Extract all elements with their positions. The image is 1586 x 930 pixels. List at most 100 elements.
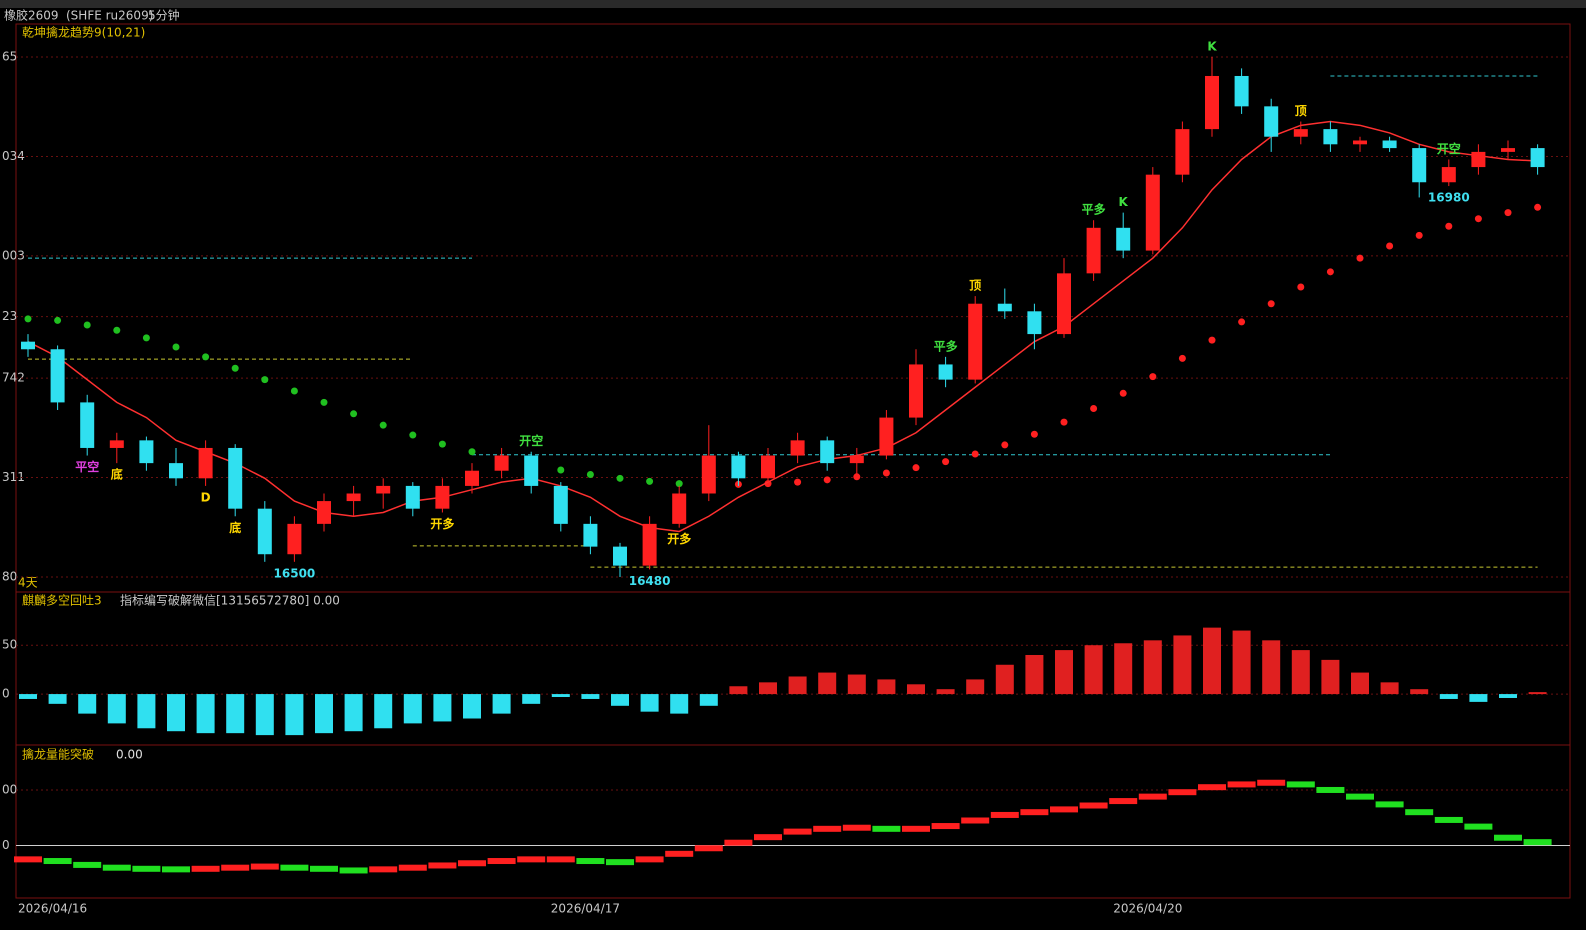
hist-bar [966,679,985,695]
trend-dot [1030,430,1038,438]
energy-block [398,864,427,871]
candle-body [317,501,331,524]
trend-dot [646,477,654,485]
hist-bar [1439,694,1458,699]
signal-label: K [1207,40,1217,54]
candle-body [524,455,539,486]
trend-dot [1474,215,1482,223]
hist-bar [344,694,363,732]
energy-block [606,859,634,866]
hist-bar [374,694,393,729]
candle-body [613,546,627,566]
candle-body [849,455,864,464]
candle-body [50,349,65,403]
y-tick-label: 003 [2,248,25,262]
candle-body [21,341,35,350]
signal-label: D [201,490,211,504]
trend-dot [438,440,446,448]
energy-block [1227,781,1256,788]
signal-label: 底 [111,467,123,482]
energy-block [754,834,782,841]
hist-bar [137,694,156,729]
candle-body [1353,140,1367,145]
trend-dot [586,471,594,479]
candle-body [465,470,479,486]
trend-dot [1386,242,1394,250]
panel-title[interactable]: 麒麟多空回吐3 [22,593,102,608]
trend-dot [468,448,476,456]
hist-bar [463,694,481,719]
energy-block [458,860,486,867]
energy-block [250,863,279,870]
hist-bar [551,694,570,698]
candle-body [1441,167,1456,183]
hist-bar [1351,672,1369,695]
hist-bar [877,679,896,695]
trend-dot [675,480,683,488]
x-tick-label: 2026/04/16 [18,902,87,916]
trend-dot [379,421,387,429]
x-tick-label: 2026/04/17 [551,902,620,916]
y-tick-label: 80 [2,570,17,584]
signal-label: 开多 [430,516,454,531]
hist-bar [285,694,304,736]
hist-bar [403,694,422,724]
trend-dot [1178,354,1186,362]
y-tick-label: 0 [2,687,10,701]
trend-dot [142,334,150,342]
panel-title[interactable]: 乾坤擒龙趋势9(10,21) [22,25,145,40]
period[interactable]: 5分钟 [148,8,180,23]
candle-body [1027,311,1042,335]
energy-block [665,850,694,857]
candle-body [583,523,598,547]
hist-bar [1528,692,1547,695]
hist-bar [196,694,215,734]
signal-label: 平空 [75,459,99,474]
energy-block [517,856,546,863]
trend-dot [261,376,269,384]
candle-body [731,455,746,479]
signal-label: 开空 [519,433,543,448]
energy-block [1286,781,1315,788]
hist-bar [1232,630,1251,695]
signal-label: 16980 [1428,191,1470,205]
trend-dot [1326,268,1334,276]
candle-body [435,485,450,509]
energy-block [813,825,842,832]
trend-dot [202,353,210,361]
energy-block [1020,809,1049,816]
energy-block [1523,839,1552,846]
energy-block [487,858,516,865]
energy-block [191,865,220,872]
candle-body [1205,75,1219,130]
energy-block [1405,809,1434,816]
panel-subtitle: 0.00 [116,748,143,762]
footer: 4天 [18,576,38,590]
frame [15,23,1571,899]
candle-body [909,364,923,418]
candle-body [1264,106,1279,137]
y-tick-label: 23 [2,309,17,323]
trend-dot [409,431,417,439]
x-tick-label: 2026/04/20 [1113,902,1182,916]
candle-body [701,455,716,494]
symbol[interactable]: 橡胶2609 [4,8,59,23]
energy-block [1198,784,1226,791]
energy-block [842,824,871,831]
hist-bar [1084,645,1103,695]
candle-body [198,447,213,479]
trend-dot [882,469,890,477]
signal-label: 开多 [667,531,691,546]
market: (SHFE ru2609) [66,9,153,23]
y-tick-label: 742 [2,371,25,385]
energy-block [162,866,190,873]
hist-bar [1143,640,1162,695]
hist-bar [818,672,837,695]
trend-dot [290,387,298,395]
panel-title[interactable]: 擒龙量能突破 [22,747,94,762]
energy-block [43,858,72,865]
trend-dot [1267,300,1275,308]
trend-dot [350,410,358,418]
candle-body [1086,227,1101,274]
candle-body [1530,148,1545,168]
